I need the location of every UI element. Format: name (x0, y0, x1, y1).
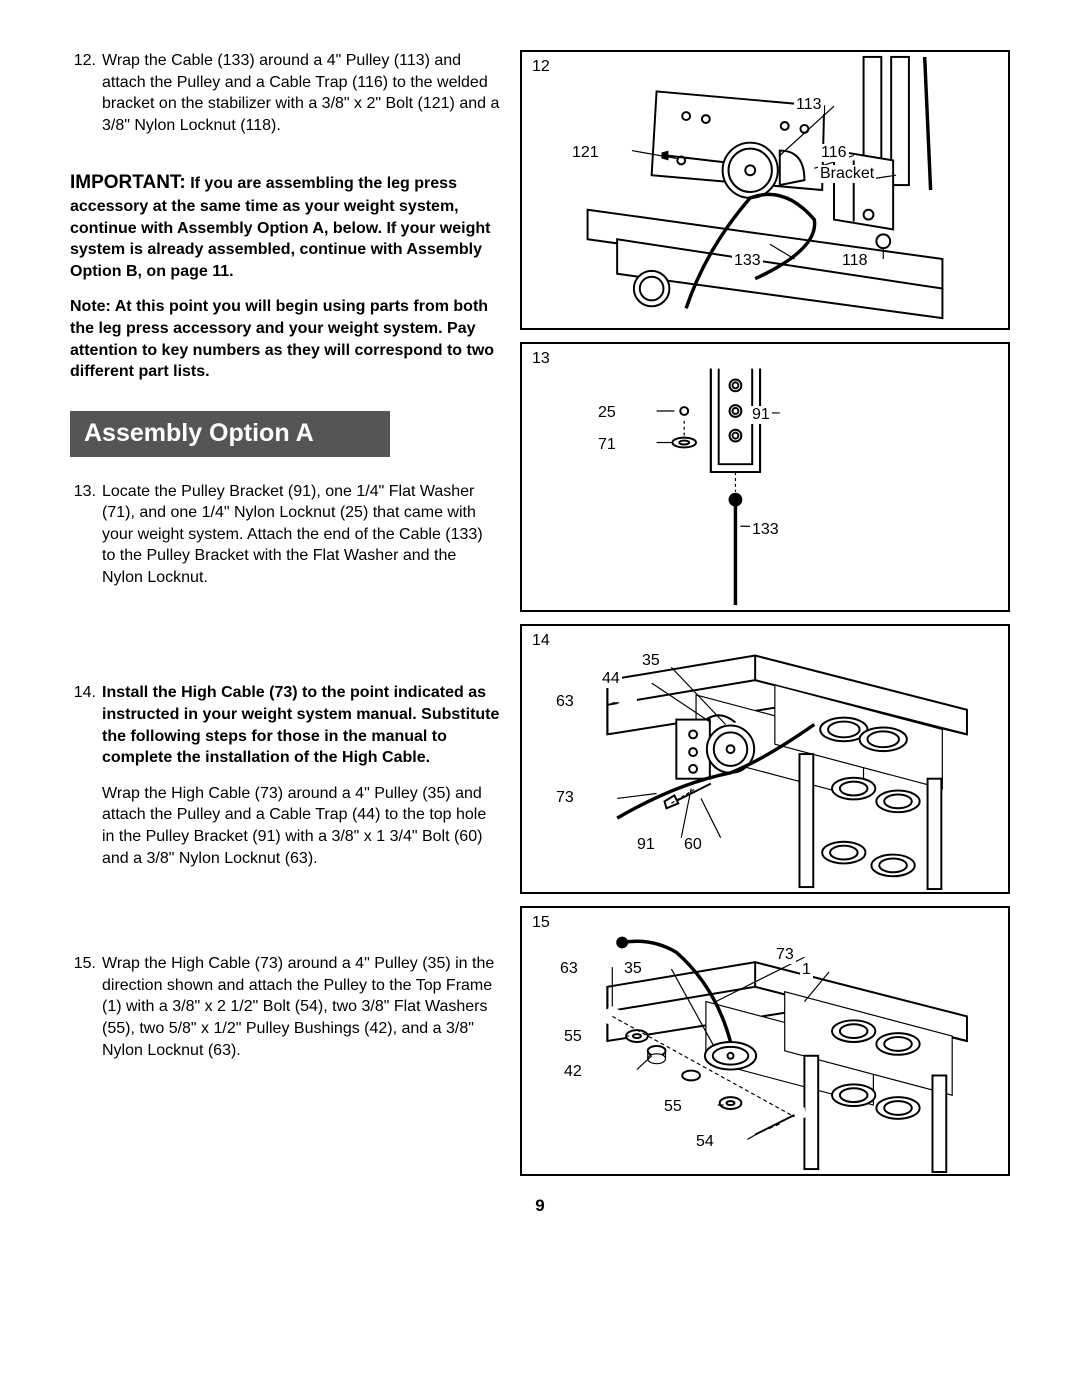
callout: Bracket (818, 165, 876, 183)
callout: 60 (682, 836, 704, 854)
step-text: Wrap the Cable (133) around a 4" Pulley … (102, 50, 500, 150)
callout: 91 (750, 406, 772, 424)
step-text: Install the High Cable (73) to the point… (102, 682, 500, 883)
diagram-12 (522, 52, 1008, 328)
callout: 54 (694, 1133, 716, 1151)
callout: 73 (554, 789, 576, 807)
step-number: 14. (70, 682, 102, 883)
figure-15: 15 (520, 906, 1010, 1176)
step-text: Locate the Pulley Bracket (91), one 1/4"… (102, 481, 500, 603)
step-13: 13. Locate the Pulley Bracket (91), one … (70, 481, 500, 603)
callout: 63 (558, 960, 580, 978)
important-note: IMPORTANT: If you are assembling the leg… (70, 170, 500, 382)
callout: 42 (562, 1063, 584, 1081)
text-column: 12. Wrap the Cable (133) around a 4" Pul… (70, 50, 500, 1176)
callout: 44 (600, 670, 622, 688)
page-number: 9 (70, 1196, 1010, 1216)
callout: 133 (732, 252, 763, 270)
callout: 91 (635, 836, 657, 854)
callout: 1 (800, 961, 813, 979)
callout: 121 (570, 144, 601, 162)
callout: 25 (596, 404, 618, 422)
step-number: 13. (70, 481, 102, 603)
figure-12: 12 (520, 50, 1010, 330)
callout: 116 (819, 144, 849, 162)
important-lead: IMPORTANT: (70, 172, 186, 193)
step-12: 12. Wrap the Cable (133) around a 4" Pul… (70, 50, 500, 150)
callout: 63 (554, 693, 576, 711)
step-text: Wrap the High Cable (73) around a 4" Pul… (102, 953, 500, 1075)
callout: 55 (662, 1098, 684, 1116)
callout: 73 (774, 946, 796, 964)
figure-14: 14 (520, 624, 1010, 894)
step-number: 15. (70, 953, 102, 1075)
diagram-15 (522, 908, 1008, 1174)
step-number: 12. (70, 50, 102, 150)
callout: 35 (640, 652, 662, 670)
step-14: 14. Install the High Cable (73) to the p… (70, 682, 500, 883)
important-text-2: Note: At this point you will begin using… (70, 298, 494, 380)
callout: 35 (622, 960, 644, 978)
diagram-13 (522, 344, 1008, 610)
callout: 71 (596, 436, 618, 454)
callout: 113 (794, 96, 824, 114)
figure-column: 12 (520, 50, 1010, 1176)
callout: 55 (562, 1028, 584, 1046)
step-15: 15. Wrap the High Cable (73) around a 4"… (70, 953, 500, 1075)
callout: 118 (840, 252, 870, 270)
page-content: 12. Wrap the Cable (133) around a 4" Pul… (70, 50, 1010, 1176)
section-header: Assembly Option A (70, 411, 390, 457)
diagram-14 (522, 626, 1008, 892)
callout: 133 (750, 521, 781, 539)
figure-13: 13 (520, 342, 1010, 612)
